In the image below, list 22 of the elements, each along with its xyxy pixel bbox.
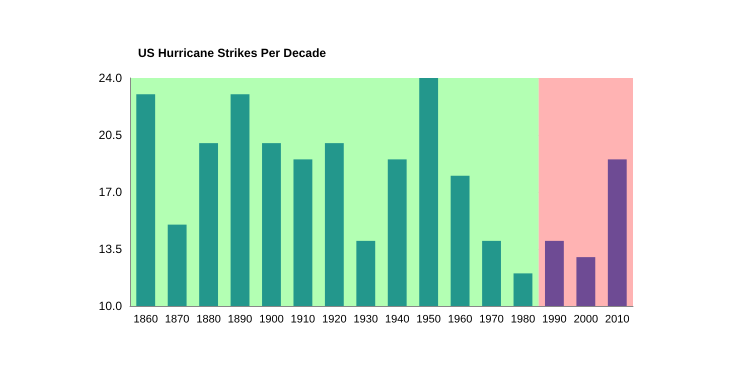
x-tick-label: 1900 — [259, 314, 284, 326]
x-tick-label: 1980 — [510, 314, 536, 326]
x-tick-label: 2000 — [574, 314, 598, 326]
y-tick-label: 10.0 — [98, 299, 122, 313]
x-tick-label: 1950 — [416, 314, 441, 326]
chart-title: US Hurricane Strikes Per Decade — [138, 46, 326, 60]
x-tick-label: 1890 — [228, 314, 252, 326]
x-tick-label: 1920 — [322, 314, 347, 326]
x-tick-label: 1880 — [196, 314, 221, 326]
x-tick-label: 1970 — [479, 314, 504, 326]
x-tick-label: 1870 — [164, 314, 190, 326]
x-tick-label: 1930 — [354, 314, 378, 326]
y-tick-label: 24.0 — [98, 71, 122, 85]
y-tick-label: 20.5 — [98, 128, 122, 142]
x-tick-label: 1860 — [133, 314, 158, 326]
x-tick-label: 1940 — [384, 314, 410, 326]
x-tick-label: 1990 — [542, 314, 567, 326]
x-tick-label: 1960 — [448, 314, 472, 326]
y-tick-label: 17.0 — [98, 185, 122, 199]
x-tick-label: 2010 — [605, 314, 630, 326]
x-tick-label: 1910 — [290, 314, 316, 326]
y-tick-label: 13.5 — [98, 242, 122, 256]
